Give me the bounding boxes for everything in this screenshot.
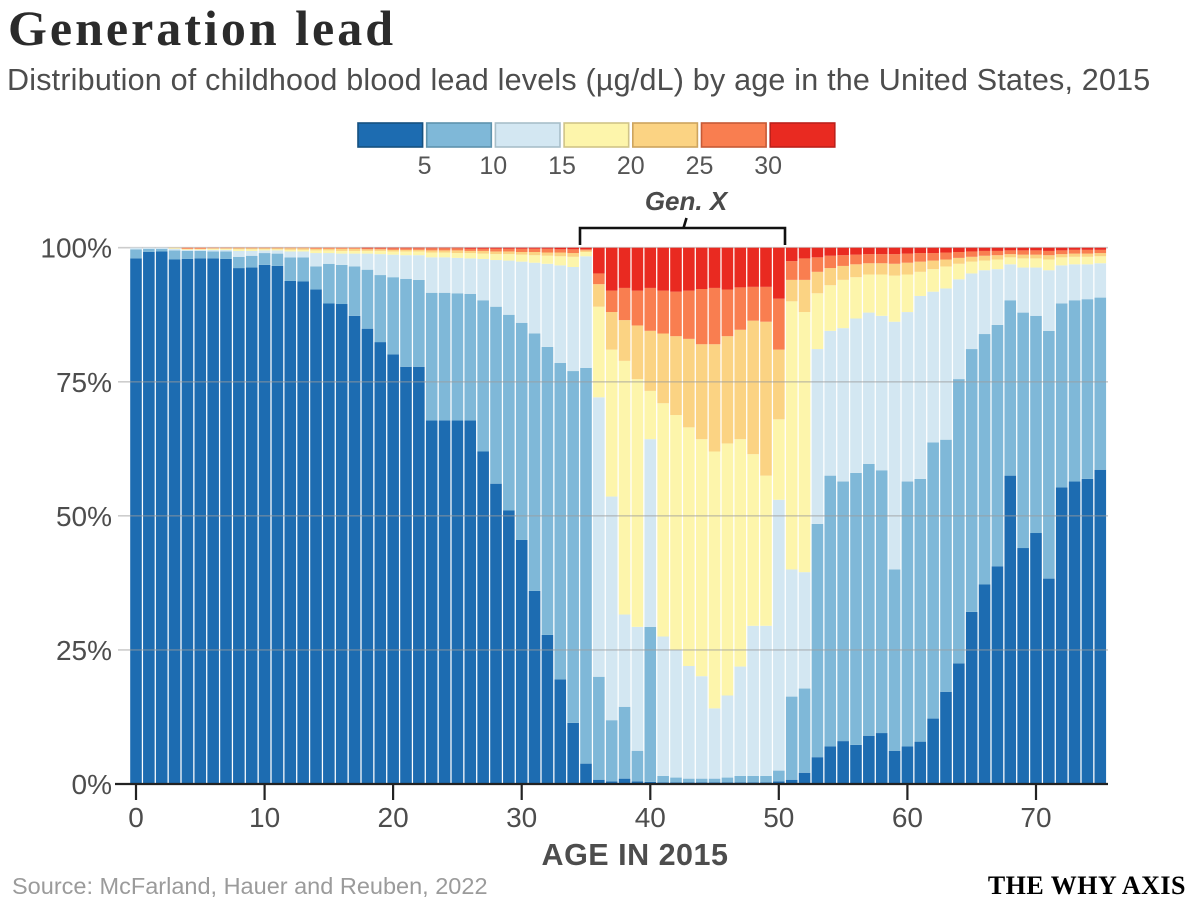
svg-text:100%: 100% (40, 233, 112, 264)
svg-text:15: 15 (548, 152, 576, 180)
svg-text:30: 30 (506, 802, 537, 833)
svg-text:25%: 25% (56, 635, 112, 666)
svg-text:Source: McFarland, Hauer and R: Source: McFarland, Hauer and Reuben, 202… (12, 873, 488, 899)
svg-text:20: 20 (378, 802, 409, 833)
svg-text:25: 25 (686, 152, 714, 180)
svg-text:50: 50 (763, 802, 794, 833)
svg-text:0%: 0% (72, 769, 112, 800)
svg-text:20: 20 (617, 152, 645, 180)
svg-text:40: 40 (635, 802, 666, 833)
svg-text:Gen. X: Gen. X (645, 186, 729, 216)
svg-text:10: 10 (249, 802, 280, 833)
svg-text:5: 5 (418, 152, 432, 180)
svg-text:75%: 75% (56, 367, 112, 398)
svg-text:AGE IN 2015: AGE IN 2015 (542, 838, 729, 872)
svg-text:60: 60 (892, 802, 923, 833)
svg-text:THE WHY AXIS: THE WHY AXIS (988, 871, 1186, 900)
svg-text:0: 0 (128, 802, 144, 833)
svg-text:70: 70 (1020, 802, 1051, 833)
svg-text:Generation lead: Generation lead (8, 0, 396, 56)
svg-text:Distribution of childhood bloo: Distribution of childhood blood lead lev… (7, 63, 1150, 97)
svg-text:50%: 50% (56, 501, 112, 532)
svg-text:10: 10 (479, 152, 507, 180)
svg-text:30: 30 (754, 152, 782, 180)
